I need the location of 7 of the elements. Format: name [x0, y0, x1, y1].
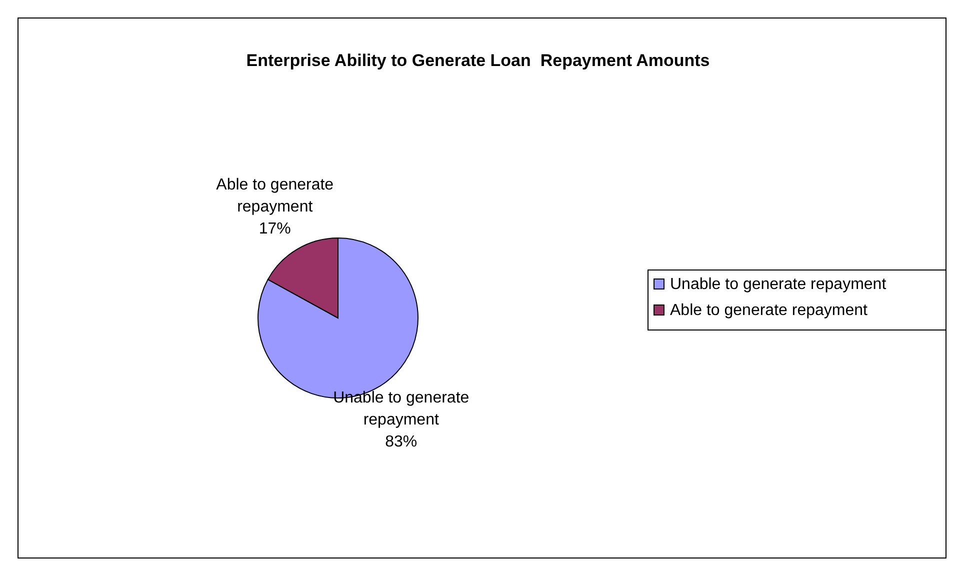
data-label: 83%	[385, 434, 418, 451]
legend-label: Able to generate repayment	[670, 302, 868, 319]
slice-label: Able to generate repayment	[216, 176, 334, 216]
chart-title: Enterprise Ability to Generate Loan Repayment Amounts	[246, 51, 710, 70]
legend-label: Unable to generate repayment	[670, 276, 887, 293]
slice-label: Unable to generate repayment	[333, 390, 470, 429]
data-label: 17%	[258, 220, 291, 238]
